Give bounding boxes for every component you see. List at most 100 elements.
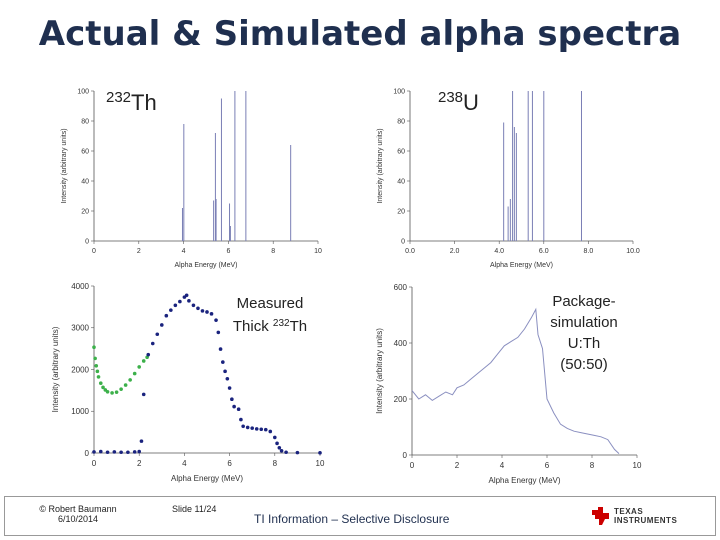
th232-lines-y-tick-label: 80 xyxy=(81,118,89,125)
u238-lines-y-tick-label: 80 xyxy=(397,118,405,125)
package-simulation-annotation-line: Package- xyxy=(552,293,615,310)
th232-lines-y-tick-label: 60 xyxy=(81,148,89,155)
measured-thick-th-series-1-point xyxy=(254,427,259,431)
footer-slide-number: Slide 11/24 xyxy=(172,504,217,514)
footer-classification: TI Information – Selective Disclosure xyxy=(254,512,450,526)
measured-thick-th-series-1-point xyxy=(268,429,273,434)
u238-lines-x-tick-label: 6.0 xyxy=(539,248,549,255)
measured-thick-th-series-0-point xyxy=(105,389,110,394)
measured-thick-th-series-1-point xyxy=(173,303,178,308)
th232-lines-x-tick-label: 2 xyxy=(137,248,141,255)
th232-lines-marks xyxy=(181,91,292,241)
package-simulation-x-tick-label: 4 xyxy=(500,461,505,470)
package-simulation-y-tick-label: 200 xyxy=(394,395,408,404)
measured-thick-th-series-1-point xyxy=(126,450,130,455)
u238-lines-y-tick-label: 60 xyxy=(397,148,405,155)
measured-thick-th-series-1-point xyxy=(250,426,254,430)
measured-thick-th-series-1-point xyxy=(239,417,243,422)
package-simulation-y-tick-label: 0 xyxy=(403,451,408,460)
measured-thick-th-y-tick-label: 0 xyxy=(85,449,90,458)
measured-thick-th-series-1-point xyxy=(141,392,146,397)
u238-lines-y-axis-label: Intensity (arbitrary units) xyxy=(377,128,384,203)
measured-thick-th-x-tick-label: 4 xyxy=(182,459,187,468)
measured-thick-th-series-1-point xyxy=(146,352,151,357)
measured-thick-th-series-1-point xyxy=(92,450,96,454)
measured-thick-th-series-0-point xyxy=(101,385,105,390)
measured-thick-th-series-1-point xyxy=(216,330,221,335)
measured-thick-th-annotation-mass: 232 xyxy=(273,318,290,329)
measured-thick-th-series-1-point xyxy=(105,450,110,455)
measured-thick-th-x-tick-label: 10 xyxy=(316,459,325,468)
measured-thick-th-series-1-point xyxy=(137,449,141,454)
measured-thick-th-series-1-point xyxy=(275,441,279,446)
measured-thick-th-y-tick-label: 4000 xyxy=(71,282,89,291)
measured-thick-th-series-1-point xyxy=(150,341,155,346)
u238-lines-x-tick-label: 0.0 xyxy=(405,248,415,255)
measured-thick-th-series-1-point xyxy=(200,309,205,313)
measured-thick-th-x-tick-label: 6 xyxy=(227,459,232,468)
th232-lines-y-tick-label: 20 xyxy=(81,208,89,215)
package-simulation-x-tick-label: 2 xyxy=(455,461,460,470)
u238-lines-y-tick-label: 40 xyxy=(397,178,405,185)
measured-thick-th-y-axis-label: Intensity (arbitrary units) xyxy=(51,326,60,412)
package-simulation-x-tick-label: 10 xyxy=(633,461,642,470)
footer-frame xyxy=(4,496,716,536)
u238-lines-x-tick-label: 4.0 xyxy=(494,248,504,255)
th232-lines-x-tick-label: 4 xyxy=(182,248,186,255)
measured-thick-th-y-tick-label: 2000 xyxy=(71,365,89,374)
u238-lines-y-tick-label: 0 xyxy=(401,238,405,245)
measured-thick-th-series-1-point xyxy=(196,306,200,311)
ti-logo-text: TEXAS INSTRUMENTS xyxy=(614,507,677,525)
package-simulation-series-line xyxy=(411,307,620,454)
measured-thick-th-series-1-point xyxy=(169,308,173,312)
footer-author-block: © Robert Baumann 6/10/2014 xyxy=(30,504,126,524)
th232-lines-x-tick-label: 0 xyxy=(92,248,96,255)
measured-thick-th-series-0-point xyxy=(98,381,103,386)
measured-thick-th-axes: 0 2 4 6 8 10 0 1000 2000 3000 4000 Alpha Energy (Me… xyxy=(51,282,325,483)
footer-author: © Robert Baumann xyxy=(39,504,117,514)
measured-thick-th-series-0-point xyxy=(95,369,100,374)
th232-lines-y-axis-label: Intensity (arbitrary units) xyxy=(61,128,68,203)
measured-thick-th-annotation-prefix: Thick xyxy=(233,318,273,335)
u238-lines-x-tick-label: 8.0 xyxy=(584,248,594,255)
u238-lines-x-tick-label: 10.0 xyxy=(626,248,640,255)
measured-thick-th-series-0-point xyxy=(128,378,132,382)
th232-lines-nuclide-label: 232Th xyxy=(106,89,157,115)
measured-thick-th-series-1-point xyxy=(191,303,196,308)
measured-thick-th-series-1-point xyxy=(184,293,189,298)
th232-lines-y-tick-label: 40 xyxy=(81,178,89,185)
u238-lines-y-tick-label: 100 xyxy=(393,88,405,95)
measured-thick-th-series-0-point xyxy=(119,387,123,391)
measured-thick-th-series-0-point xyxy=(94,363,99,368)
u238-lines-y-tick-label: 20 xyxy=(397,208,405,215)
u238-lines-marks xyxy=(503,91,582,241)
measured-thick-th-series-0-point xyxy=(110,391,114,395)
measured-thick-th-series-1-point xyxy=(225,376,230,381)
measured-thick-th-x-tick-label: 0 xyxy=(92,459,97,468)
measured-thick-th-series-0-point xyxy=(137,365,141,369)
ti-logo: TEXAS INSTRUMENTS xyxy=(590,505,686,529)
measured-thick-th-series-1-point xyxy=(241,424,245,429)
th232-lines-x-tick-label: 6 xyxy=(226,248,230,255)
measured-thick-th-series-1-point xyxy=(284,450,288,455)
th232-lines-y-tick-label: 100 xyxy=(77,88,89,95)
measured-thick-th-series-1-point xyxy=(218,347,223,351)
measured-thick-th-series-0-point xyxy=(141,359,146,363)
measured-thick-th-series-1-point xyxy=(273,435,277,440)
measured-thick-th-series-1-point xyxy=(139,439,144,443)
package-simulation-x-tick-label: 8 xyxy=(590,461,595,470)
th232-lines-nuclide-element: Th xyxy=(131,90,157,115)
ti-logo-line1: TEXAS xyxy=(614,507,644,516)
measured-thick-th-series-1-point xyxy=(119,450,123,455)
measured-thick-th-series-1-point xyxy=(230,397,234,401)
measured-thick-th-series-0-point xyxy=(96,375,101,379)
u238-lines-x-tick-label: 2.0 xyxy=(450,248,460,255)
measured-thick-th-series-0-point xyxy=(123,383,128,387)
th232-lines-nuclide-mass: 232 xyxy=(106,89,131,106)
page-title: Actual & Simulated alpha spectra xyxy=(38,14,682,54)
u238-lines-axes: 0.0 2.0 4.0 6.0 8.0 10.0 0 20 40 60 80 100 Alpha Ene… xyxy=(377,88,640,269)
measured-thick-th-y-tick-label: 3000 xyxy=(71,324,89,333)
measured-thick-th-x-axis-label: Alpha Energy (MeV) xyxy=(171,474,243,483)
